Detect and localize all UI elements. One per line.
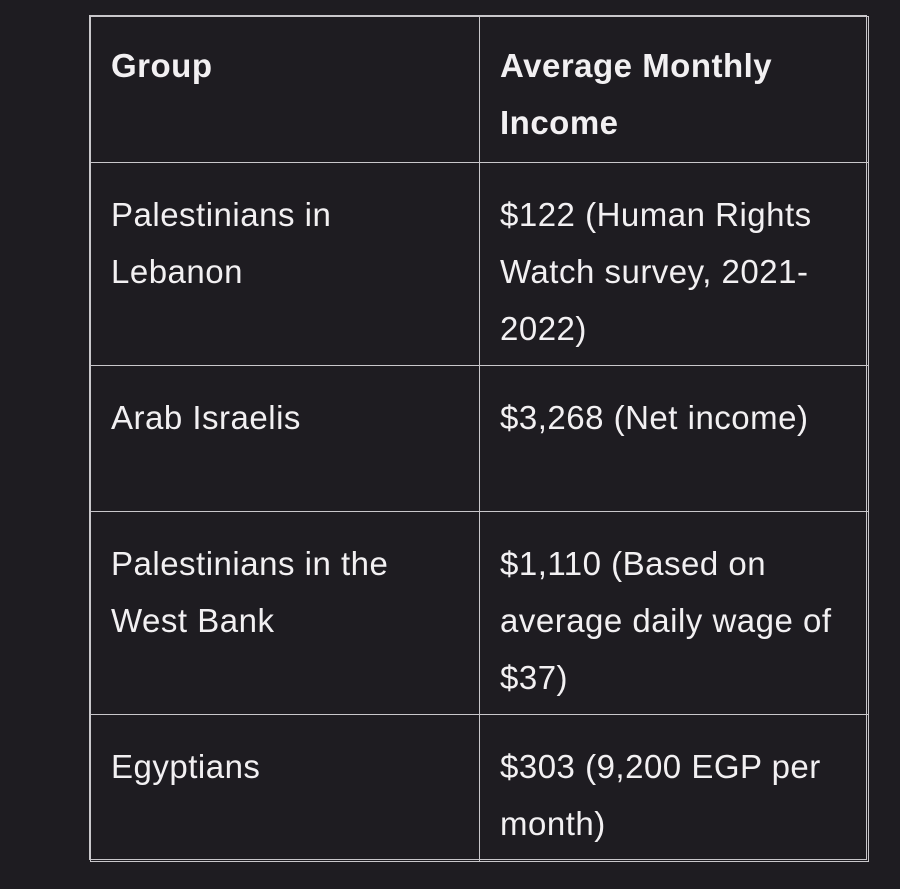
table-header-row: Group Average Monthly Income xyxy=(90,16,869,163)
income-table: Group Average Monthly Income Palestinian… xyxy=(90,16,869,862)
income-cell: $1,110 (Based on average daily wage of $… xyxy=(479,511,869,715)
income-cell: $3,268 (Net income) xyxy=(479,365,869,512)
group-cell: Palestinians in Lebanon xyxy=(90,162,480,366)
table-row: Egyptians $303 (9,200 EGP per month) xyxy=(90,714,869,862)
income-table-container: Group Average Monthly Income Palestinian… xyxy=(89,15,869,862)
income-cell: $303 (9,200 EGP per month) xyxy=(479,714,869,862)
table-row: Palestinians in Lebanon $122 (Human Righ… xyxy=(90,162,869,366)
group-cell: Egyptians xyxy=(90,714,480,862)
group-cell: Palestinians in the West Bank xyxy=(90,511,480,715)
group-cell: Arab Israelis xyxy=(90,365,480,512)
income-cell: $122 (Human Rights Watch survey, 2021-20… xyxy=(479,162,869,366)
header-average-monthly-income: Average Monthly Income xyxy=(479,16,869,163)
table-row: Arab Israelis $3,268 (Net income) xyxy=(90,365,869,512)
table-row: Palestinians in the West Bank $1,110 (Ba… xyxy=(90,511,869,715)
header-group: Group xyxy=(90,16,480,163)
